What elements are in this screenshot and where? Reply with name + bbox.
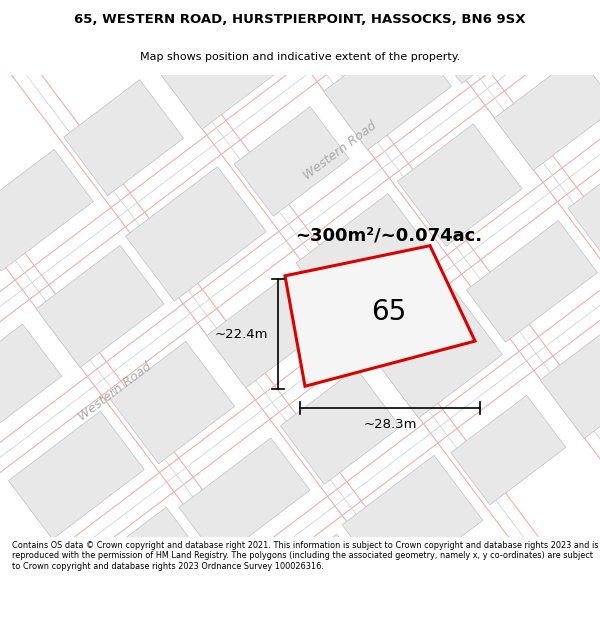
Polygon shape	[0, 324, 62, 434]
Polygon shape	[540, 316, 600, 439]
Polygon shape	[0, 149, 93, 271]
Polygon shape	[568, 151, 600, 267]
Polygon shape	[163, 613, 278, 625]
Polygon shape	[285, 246, 475, 386]
Polygon shape	[342, 456, 483, 590]
Polygon shape	[413, 0, 554, 84]
Polygon shape	[82, 507, 215, 625]
Polygon shape	[64, 79, 184, 196]
Polygon shape	[206, 272, 329, 388]
Text: 65: 65	[371, 298, 406, 326]
Polygon shape	[179, 438, 310, 559]
Polygon shape	[466, 221, 598, 342]
Polygon shape	[250, 0, 381, 53]
Text: ~28.3m: ~28.3m	[363, 418, 417, 431]
Text: Map shows position and indicative extent of the property.: Map shows position and indicative extent…	[140, 52, 460, 62]
Polygon shape	[494, 55, 600, 171]
Polygon shape	[397, 124, 522, 246]
Text: Contains OS data © Crown copyright and database right 2021. This information is : Contains OS data © Crown copyright and d…	[12, 541, 599, 571]
Polygon shape	[280, 368, 400, 484]
Polygon shape	[8, 411, 144, 539]
Polygon shape	[153, 1, 286, 129]
Polygon shape	[36, 246, 164, 368]
Polygon shape	[253, 534, 380, 625]
Polygon shape	[125, 167, 266, 301]
Polygon shape	[451, 395, 566, 505]
Polygon shape	[110, 341, 235, 464]
Text: ~300m²/~0.074ac.: ~300m²/~0.074ac.	[295, 227, 482, 244]
Polygon shape	[323, 28, 451, 150]
Polygon shape	[296, 194, 432, 322]
Text: Western Road: Western Road	[76, 359, 154, 423]
Text: 65, WESTERN ROAD, HURSTPIERPOINT, HASSOCKS, BN6 9SX: 65, WESTERN ROAD, HURSTPIERPOINT, HASSOC…	[74, 13, 526, 26]
Polygon shape	[370, 289, 502, 418]
Polygon shape	[234, 107, 349, 216]
Text: Western Road: Western Road	[301, 119, 379, 182]
Text: ~22.4m: ~22.4m	[215, 328, 268, 341]
